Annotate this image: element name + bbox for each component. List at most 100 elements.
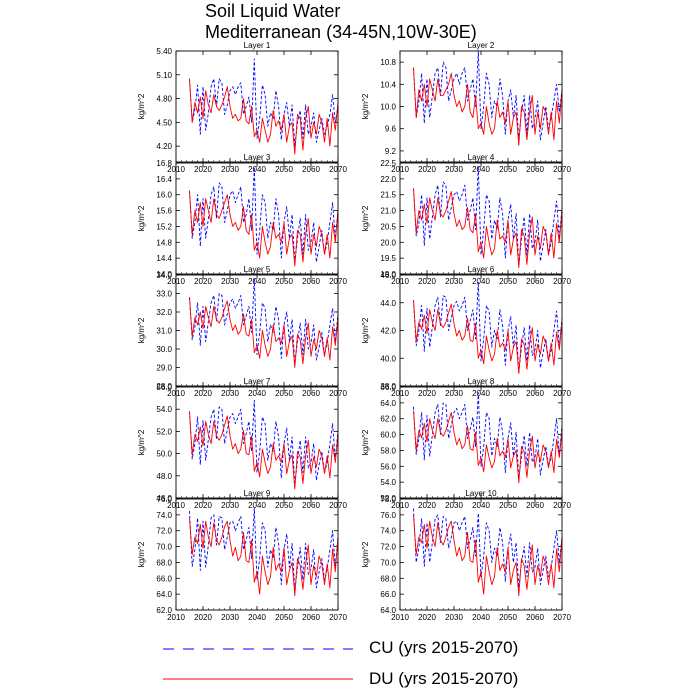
y-tick-label: 76.0 [380,511,396,520]
y-tick-label: 20.0 [380,238,396,247]
chart-subtitle: Mediterranean (34-45N,10W-30E) [205,22,477,42]
y-tick-label: 54.0 [380,478,396,487]
y-tick-label: 70.0 [156,543,172,552]
y-tick-label: 68.0 [380,574,396,583]
y-tick-label: 9.2 [385,147,397,156]
plot-frame [175,274,339,387]
y-tick-label: 40.0 [380,354,396,363]
y-axis-label: kg/m^2 [137,93,146,119]
plot-frame [175,162,339,275]
y-tick-label: 16.8 [156,159,172,168]
y-tick-label: 50.0 [156,450,172,459]
plot-frame [399,50,563,163]
y-tick-label: 5.40 [156,47,172,56]
y-tick-label: 31.0 [156,327,172,336]
x-tick-label: 2040 [472,165,490,174]
x-tick-label: 2050 [499,389,517,398]
y-tick-label: 54.0 [156,405,172,414]
y-axis-label: kg/m^2 [137,429,146,455]
y-axis-label: kg/m^2 [361,317,370,343]
series-du-line [413,514,563,597]
series-du-line [413,299,563,374]
x-tick-label: 2030 [445,277,463,286]
x-tick-label: 2020 [418,501,436,510]
y-axis-label: kg/m^2 [361,541,370,567]
y-tick-label: 21.0 [380,207,396,216]
x-tick-label: 2020 [418,277,436,286]
y-tick-label: 19.0 [380,270,396,279]
x-tick-label: 2030 [445,613,463,622]
y-tick-label: 30.0 [156,345,172,354]
panel-title: Layer 7 [244,377,271,386]
y-axis-label: kg/m^2 [361,429,370,455]
y-tick-label: 42.0 [380,327,396,336]
y-tick-label: 46.0 [380,271,396,280]
y-tick-label: 15.6 [156,207,172,216]
x-tick-label: 2030 [221,389,239,398]
y-tick-label: 60.0 [380,431,396,440]
y-tick-label: 16.4 [156,175,172,184]
series-du-line [413,410,563,484]
y-tick-label: 33.0 [156,290,172,299]
y-tick-label: 21.5 [380,191,396,200]
x-tick-label: 2050 [499,501,517,510]
x-tick-label: 2070 [329,613,347,622]
y-tick-label: 48.0 [156,472,172,481]
y-axis-label: kg/m^2 [361,93,370,119]
y-tick-label: 72.0 [380,543,396,552]
x-tick-label: 2020 [194,277,212,286]
y-tick-label: 64.0 [380,606,396,615]
y-tick-label: 52.0 [380,494,396,503]
y-tick-label: 4.20 [156,142,172,151]
y-tick-label: 10.8 [380,58,396,67]
panel-title: Layer 2 [468,41,495,50]
x-tick-label: 2060 [526,501,544,510]
y-axis-label: kg/m^2 [137,541,146,567]
x-tick-label: 2060 [526,165,544,174]
x-tick-label: 2060 [302,165,320,174]
x-tick-label: 2040 [472,501,490,510]
y-tick-label: 10.4 [380,80,396,89]
y-tick-label: 29.0 [156,364,172,373]
x-tick-label: 2040 [472,613,490,622]
panel-title: Layer 9 [244,489,271,498]
x-tick-label: 2060 [526,277,544,286]
x-tick-label: 2060 [526,613,544,622]
y-tick-label: 70.0 [380,558,396,567]
x-tick-label: 2040 [248,501,266,510]
x-tick-label: 2050 [275,277,293,286]
x-tick-label: 2070 [553,613,571,622]
y-tick-label: 22.5 [380,159,396,168]
plot-frame [399,274,563,387]
x-tick-label: 2050 [275,165,293,174]
y-tick-label: 68.0 [156,558,172,567]
x-tick-label: 2060 [302,389,320,398]
y-tick-label: 74.0 [380,527,396,536]
panel-title: Layer 5 [244,265,271,274]
panel-title: Layer 1 [244,41,271,50]
y-tick-label: 66.0 [380,590,396,599]
x-tick-label: 2010 [167,613,185,622]
y-tick-label: 66.0 [380,383,396,392]
y-tick-label: 19.5 [380,254,396,263]
y-tick-label: 14.0 [156,270,172,279]
x-tick-label: 2040 [472,389,490,398]
series-du-line [189,297,339,368]
y-tick-label: 4.50 [156,118,172,127]
x-tick-label: 2050 [275,389,293,398]
x-tick-label: 2030 [445,165,463,174]
series-cu-line [413,508,563,589]
series-cu-line [189,399,339,486]
y-tick-label: 9.6 [385,125,397,134]
x-tick-label: 2020 [194,613,212,622]
series-cu-line [413,165,563,265]
y-tick-label: 32.0 [156,308,172,317]
plot-frame [175,50,339,163]
plot-frame [399,162,563,275]
x-tick-label: 2050 [275,501,293,510]
x-tick-label: 2020 [418,165,436,174]
series-du-line [189,190,339,267]
